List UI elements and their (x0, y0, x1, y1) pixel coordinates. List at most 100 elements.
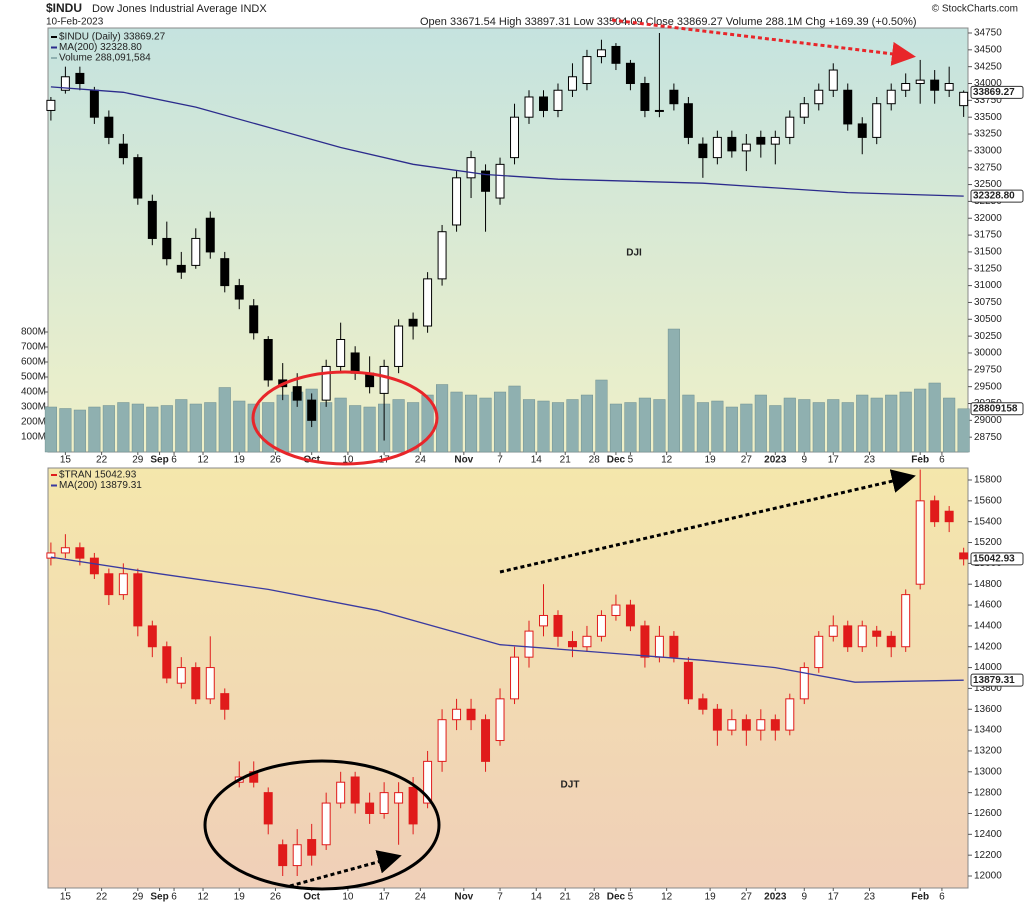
candle-body (408, 786, 418, 825)
candle-body (350, 776, 360, 804)
candle-body (539, 614, 548, 627)
volume-bar (885, 394, 898, 453)
volume-bar (812, 402, 825, 453)
volume-bar (493, 391, 507, 453)
candle-body (133, 573, 143, 627)
candle-body (191, 667, 201, 700)
value-tag: 15042.93 (973, 554, 1015, 565)
x-tick-label: 22 (96, 892, 108, 903)
candle-body (901, 83, 911, 91)
x-tick-label: Nov (454, 455, 473, 466)
candle-body (944, 83, 954, 91)
y-tick-label: 14200 (974, 641, 1002, 652)
candle-body (452, 708, 462, 721)
candle-body (46, 552, 56, 559)
y-tick-label: 34750 (974, 28, 1002, 39)
value-tag: 13879.31 (973, 675, 1015, 686)
panel-top (47, 27, 969, 453)
candle-body (567, 76, 577, 91)
x-tick-label: 12 (661, 892, 673, 903)
y-tick-label: 13800 (974, 683, 1002, 694)
candle-body (625, 62, 635, 85)
x-tick-label: 6 (939, 892, 945, 903)
candle-body (756, 719, 766, 731)
x-tick-label: 26 (270, 892, 282, 903)
y-tick-label: 30250 (974, 331, 1002, 342)
volume-bar (131, 403, 144, 453)
x-tick-label: 7 (497, 455, 503, 466)
y-tick-label: 31250 (974, 263, 1002, 274)
x-tick-label: 27 (741, 892, 753, 903)
candle-body (756, 136, 766, 145)
x-tick-label: 12 (197, 892, 209, 903)
copyright: © StockCharts.com (932, 4, 1018, 15)
candle-body (625, 604, 635, 627)
x-tick-label: 24 (415, 892, 427, 903)
y2-tick-label: 600M (21, 357, 46, 368)
candle-body (654, 109, 664, 112)
candle-body (814, 635, 824, 669)
volume-bar (479, 397, 492, 453)
candle-body (582, 56, 592, 85)
y-tick-label: 13000 (974, 766, 1002, 777)
volume-bar (624, 402, 637, 453)
volume-bar (711, 400, 724, 453)
y-tick-label: 32000 (974, 213, 1002, 224)
candle-body (60, 76, 70, 91)
y-tick-label: 30000 (974, 348, 1002, 359)
candle-body (162, 237, 172, 260)
volume-bar (856, 394, 869, 453)
candle-body (452, 177, 462, 226)
candle-body (147, 200, 157, 239)
volume-bar (667, 328, 680, 453)
x-tick-label: 19 (234, 455, 246, 466)
x-tick-label: 14 (531, 455, 543, 466)
candle-body (524, 96, 534, 118)
x-tick-label: 5 (628, 892, 634, 903)
x-tick-label: 24 (415, 455, 427, 466)
candle-body (176, 667, 186, 684)
value-tag: 33869.27 (973, 87, 1015, 98)
volume-bar (841, 402, 854, 453)
candle-body (75, 547, 85, 559)
x-tick-label: Dec (607, 455, 626, 466)
x-tick-label: 10 (342, 455, 354, 466)
candle-body (886, 89, 896, 105)
candle-body (437, 719, 447, 762)
candle-body (220, 693, 230, 710)
y-tick-label: 31000 (974, 280, 1002, 291)
candle-body (104, 573, 114, 596)
candle-body (321, 802, 331, 846)
annotations (203, 18, 916, 891)
candle-body (770, 719, 780, 731)
y-tick-label: 32750 (974, 162, 1002, 173)
y-tick-label: 29750 (974, 364, 1002, 375)
x-tick-label: 9 (802, 455, 808, 466)
volume-bar (783, 397, 796, 453)
candle-body (437, 231, 447, 280)
x-tick-label: 17 (379, 892, 391, 903)
x-tick-label: 9 (802, 892, 808, 903)
volume-bar (537, 400, 550, 453)
candle-body (336, 781, 346, 804)
x-tick-label: 2023 (764, 892, 787, 903)
y-tick-label: 31500 (974, 247, 1002, 258)
candle-body (292, 844, 302, 867)
candle-body (596, 49, 606, 58)
candle-body (75, 72, 85, 85)
x-tick-label: 21 (560, 892, 572, 903)
legend-entry: Volume 288,091,584 (59, 53, 151, 64)
candle-body (379, 792, 389, 814)
candle-body (321, 365, 331, 401)
y-tick-label: 29000 (974, 415, 1002, 426)
y2-tick-label: 200M (21, 417, 46, 428)
x-tick-label: 29 (132, 892, 144, 903)
annotation: DJI (626, 248, 642, 259)
volume-bar (117, 402, 130, 453)
legend-entry: MA(200) 32328.80 (59, 42, 142, 53)
x-tick-label: 7 (497, 892, 503, 903)
x-tick-label: 15 (60, 455, 72, 466)
quote: Open 33671.54 High 33897.31 Low 33504.09… (420, 16, 917, 28)
candle-body (118, 143, 128, 159)
